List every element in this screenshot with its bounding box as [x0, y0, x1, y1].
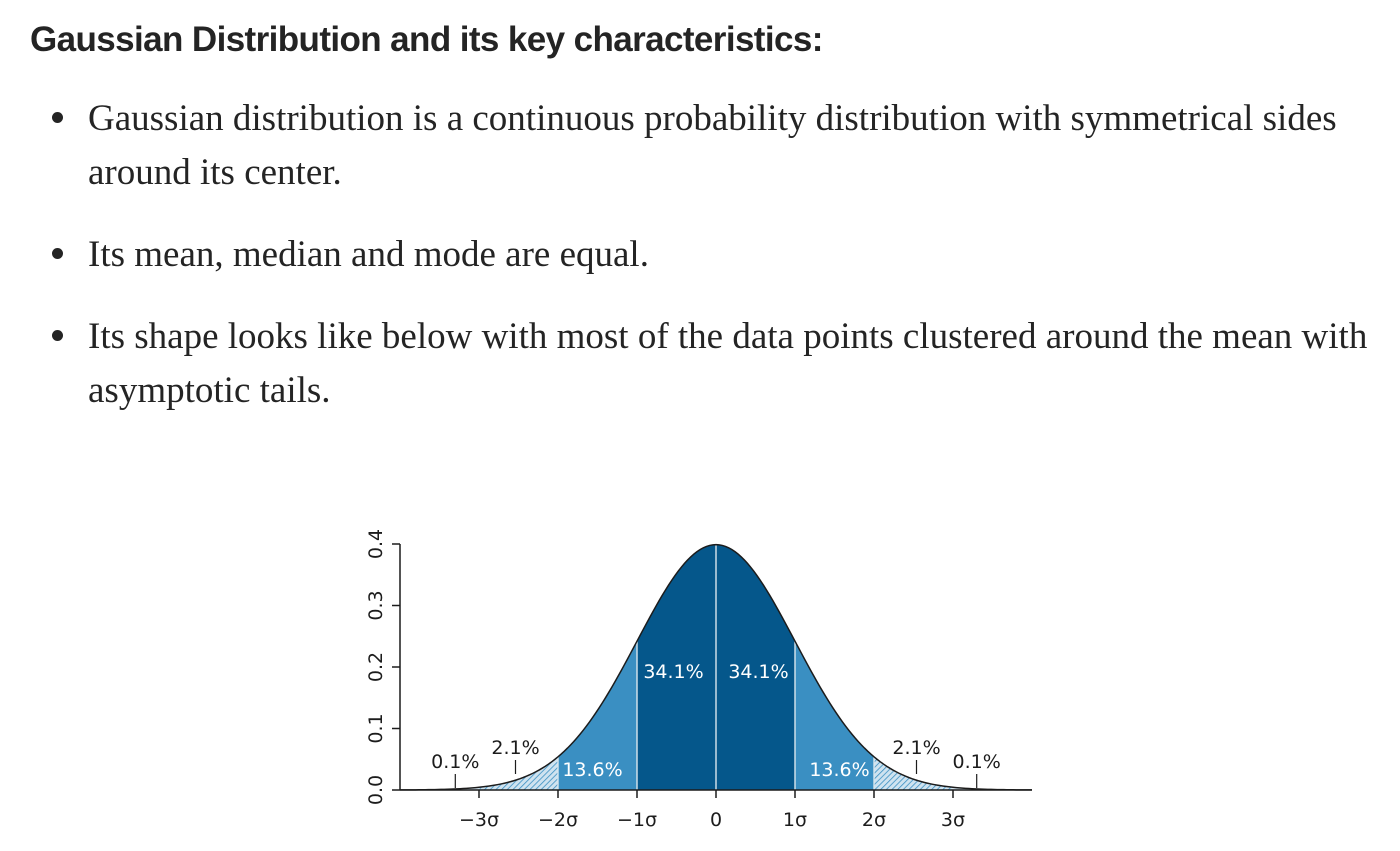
x-tick-label: 1σ	[783, 809, 807, 831]
tail-percent-label: 0.1%	[431, 751, 479, 773]
list-item: Its mean, median and mode are equal.	[0, 228, 1400, 282]
region-percent-label: 2.1%	[491, 737, 539, 759]
x-tick-label: −1σ	[617, 809, 657, 831]
list-item-text: Its shape looks like below with most of …	[88, 316, 1368, 411]
characteristics-list: Gaussian distribution is a continuous pr…	[0, 92, 1400, 446]
x-tick-label: −2σ	[538, 809, 578, 831]
bullet-dot-icon	[52, 248, 63, 259]
x-tick-label: 0	[710, 809, 722, 831]
y-tick-label: 0.1	[365, 713, 387, 743]
y-tick-label: 0.2	[365, 652, 387, 682]
tail-percent-label: 0.1%	[953, 751, 1001, 773]
region-percent-label: 2.1%	[892, 737, 940, 759]
x-tick-label: 2σ	[862, 809, 886, 831]
region-percent-label: 34.1%	[728, 661, 788, 683]
region-0	[479, 756, 558, 790]
x-tick-label: −3σ	[459, 809, 499, 831]
x-tick-label: 3σ	[941, 809, 965, 831]
y-tick-label: 0.4	[365, 529, 387, 559]
region-percent-label: 13.6%	[562, 759, 622, 781]
region-percent-label: 13.6%	[809, 759, 869, 781]
list-item-text: Its mean, median and mode are equal.	[88, 234, 649, 275]
bullet-dot-icon	[52, 330, 63, 341]
y-tick-label: 0.0	[365, 775, 387, 805]
section-heading: Gaussian Distribution and its key charac…	[30, 20, 823, 59]
list-item: Its shape looks like below with most of …	[0, 310, 1400, 418]
normal-distribution-chart: 0.0 0.1 0.2 0.3 0.4 −3σ −2σ −1σ 0 1σ 2σ 3σ 2.1% 13.6%…	[365, 529, 1033, 831]
list-item: Gaussian distribution is a continuous pr…	[0, 92, 1400, 200]
density-curve	[399, 543, 1033, 791]
y-tick-label: 0.3	[365, 590, 387, 620]
bullet-dot-icon	[52, 112, 63, 123]
region-5	[874, 756, 953, 790]
list-item-text: Gaussian distribution is a continuous pr…	[88, 98, 1337, 193]
region-percent-label: 34.1%	[643, 661, 703, 683]
